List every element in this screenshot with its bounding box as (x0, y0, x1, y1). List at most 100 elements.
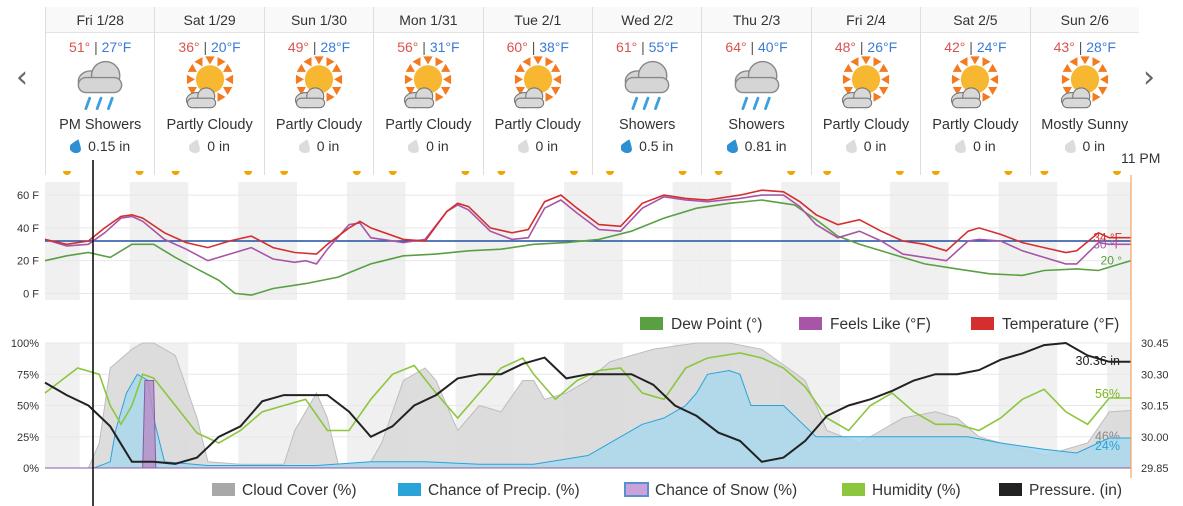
legend-label: Cloud Cover (%) (242, 482, 357, 499)
night-band (998, 343, 1023, 468)
condition-text: Showers (728, 117, 785, 133)
day-card[interactable]: Fri 1/28 51° | 27°F PM Showers 0.15 in (45, 7, 155, 175)
day-card[interactable]: Sat 1/29 36° | 20°F Partly Cloudy 0 in (154, 7, 264, 175)
precip-amount: 0 in (265, 138, 373, 154)
legend-label: Humidity (%) (872, 482, 961, 499)
high-temp: 48° (834, 39, 856, 55)
night-band (45, 343, 80, 468)
precip-amount: 0 in (374, 138, 482, 154)
night-band (370, 182, 406, 300)
precip-value: 0.15 in (88, 138, 131, 154)
legend-swatch (971, 317, 994, 330)
series-line (44, 194, 1131, 265)
time-cursor-label: 11 PM (1121, 150, 1161, 166)
y-tick-label: 100% (11, 338, 39, 350)
night-band (1022, 182, 1058, 300)
night-band (805, 343, 840, 468)
high-temp: 36° (178, 39, 200, 55)
precip-amount: 0 in (155, 138, 263, 154)
high-temp: 60° (506, 39, 528, 55)
day-label: Sat 1/29 (155, 7, 264, 33)
day-card[interactable]: Thu 2/3 64° | 40°F Showers 0.81 in (701, 7, 811, 175)
night-band (672, 343, 697, 468)
legend-swatch (842, 483, 865, 496)
raindrop-icon (408, 138, 426, 154)
night-band (913, 343, 949, 468)
raindrop-icon (70, 138, 88, 154)
night-band (346, 182, 371, 300)
y-tick-label-right: 30.30 (1141, 369, 1169, 381)
rain-cloud-icon (46, 55, 154, 117)
partly-cloudy-icon (484, 55, 592, 117)
temp-separator: | (531, 39, 536, 55)
low-temp: 28°F (1086, 39, 1116, 55)
y-tick-label: 0% (23, 463, 39, 475)
condition-text: Partly Cloudy (494, 117, 581, 133)
condition-text: Mostly Sunny (1041, 117, 1129, 133)
night-band (588, 182, 623, 300)
rain-cloud-icon (702, 55, 810, 117)
legend-label: Temperature (°F) (1002, 316, 1119, 333)
night-band (238, 343, 263, 468)
precip-amount: 0 in (812, 138, 920, 154)
raindrop-icon (298, 138, 317, 154)
forecast-strip: Fri 1/28 51° | 27°F PM Showers 0.15 in S… (45, 7, 1139, 175)
day-label: Sat 2/5 (921, 7, 1030, 33)
day-card[interactable]: Sun 1/30 49° | 28°F Partly Cloudy 0 in (263, 7, 374, 175)
precip-value: 0 in (973, 138, 996, 154)
temp-separator: | (312, 39, 317, 55)
day-card[interactable]: Sat 2/5 42° | 24°F Partly Cloudy 0 in (920, 7, 1030, 175)
next-arrow-icon[interactable]: › (1143, 60, 1155, 95)
high-temp: 42° (944, 39, 966, 55)
partly-cloudy-icon (155, 55, 263, 117)
night-band (479, 343, 515, 468)
precip-value: 0 in (207, 138, 230, 154)
series-end-label: 46% (1095, 430, 1120, 444)
partly-cloudy-icon (812, 55, 920, 117)
temp-separator: | (94, 39, 98, 55)
legend-swatch (640, 317, 663, 330)
raindrop-icon (955, 138, 973, 154)
night-band (129, 343, 154, 468)
legend-label: Pressure. (in) (1029, 482, 1122, 499)
night-band (153, 182, 189, 300)
legend-label: Feels Like (°F) (830, 316, 931, 333)
temp-range: 61° | 55°F (593, 39, 701, 55)
temp-range: 36° | 20°F (155, 39, 263, 55)
series-line (44, 341, 1131, 465)
day-card[interactable]: Tue 2/1 60° | 38°F Partly Cloudy 0 in (482, 7, 592, 175)
series-area (45, 380, 1131, 469)
night-band (913, 182, 949, 300)
precip-amount: 0.15 in (46, 138, 154, 154)
day-card[interactable]: Mon 1/31 56° | 31°F Partly Cloudy 0 in (373, 7, 483, 175)
precip-amount: 0 in (1031, 138, 1139, 154)
night-band (1107, 343, 1131, 468)
night-band (781, 343, 806, 468)
day-label: Tue 2/1 (483, 7, 592, 33)
raindrop-icon (1064, 138, 1083, 154)
night-band (889, 343, 914, 468)
raindrop-icon (621, 138, 639, 154)
partly-cloudy-icon (265, 55, 373, 117)
night-band (781, 182, 806, 300)
low-temp: 38°F (539, 39, 569, 55)
temp-separator: | (969, 39, 973, 55)
day-card[interactable]: Sun 2/6 43° | 28°F Mostly Sunny 0 in (1029, 7, 1139, 175)
temp-range: 42° | 24°F (921, 39, 1029, 55)
precip-value: 0 in (426, 138, 449, 154)
day-card[interactable]: Wed 2/2 61° | 55°F Showers 0.5 in (592, 7, 702, 175)
night-band (238, 182, 263, 300)
day-label: Thu 2/3 (702, 7, 811, 33)
partly-cloudy-icon (921, 55, 1029, 117)
night-band (564, 343, 588, 468)
raindrop-icon (726, 138, 745, 154)
night-band (588, 343, 623, 468)
prev-arrow-icon[interactable]: ‹ (16, 60, 28, 95)
high-temp: 49° (287, 39, 309, 55)
raindrop-icon (189, 138, 207, 154)
day-card[interactable]: Fri 2/4 48° | 26°F Partly Cloudy 0 in (810, 7, 921, 175)
high-temp: 61° (616, 39, 638, 55)
series-area (45, 369, 1132, 469)
night-band (45, 182, 80, 300)
temp-separator: | (422, 39, 426, 55)
